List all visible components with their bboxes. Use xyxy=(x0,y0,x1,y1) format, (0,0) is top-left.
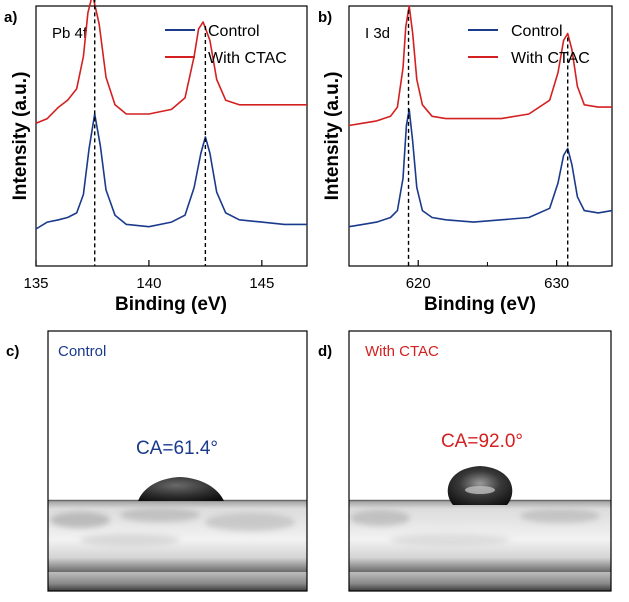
y-axis-label: Intensity (a.u.) xyxy=(10,72,31,201)
series-line-control xyxy=(35,113,307,230)
droplet-image xyxy=(48,331,307,591)
core-level-label: I 3d xyxy=(365,25,390,42)
x-tick-label: 620 xyxy=(406,275,431,292)
series-group xyxy=(35,0,307,230)
series-line-ctac xyxy=(35,0,307,124)
x-tick-label: 135 xyxy=(23,275,48,292)
x-tick-label: 140 xyxy=(136,275,161,292)
droplet-image xyxy=(349,331,611,591)
contact-angle-photo-control: c) Control CA=61.4° xyxy=(6,330,308,592)
panel-label: b) xyxy=(318,9,332,26)
core-level-label: Pb 4f xyxy=(52,25,88,42)
contact-angle-photo-ctac: d) With CTAC CA=92.0° xyxy=(318,330,612,592)
x-axis-label: Binding (eV) xyxy=(115,294,227,315)
series-line-control xyxy=(348,108,613,228)
panel-label: c) xyxy=(6,343,19,360)
y-axis-label: Intensity (a.u.) xyxy=(322,72,343,201)
xps-panel-i3d: b) I 3d 620 630 Binding (eV) Intensity (a… xyxy=(318,5,613,315)
sample-label: Control xyxy=(58,343,106,360)
panel-label: a) xyxy=(4,9,17,26)
x-tick-label: 145 xyxy=(249,275,274,292)
plot-frame xyxy=(348,5,613,267)
x-axis: 135 140 145 xyxy=(23,260,274,292)
x-axis-label: Binding (eV) xyxy=(424,294,536,315)
water-droplet xyxy=(447,466,513,505)
contact-angle-value: CA=61.4° xyxy=(136,438,218,459)
legend-label-ctac: With CTAC xyxy=(511,50,590,67)
peak-markers xyxy=(94,0,207,266)
x-axis: 620 630 xyxy=(348,260,569,292)
panel-label: d) xyxy=(318,343,332,360)
sample-label: With CTAC xyxy=(365,343,439,360)
x-tick-label: 630 xyxy=(544,275,569,292)
peak-markers xyxy=(407,9,569,266)
legend-label-ctac: With CTAC xyxy=(208,50,287,67)
contact-angle-value: CA=92.0° xyxy=(441,431,523,452)
legend: Control With CTAC xyxy=(165,23,287,67)
series-group xyxy=(348,5,613,228)
water-droplet xyxy=(138,477,224,501)
series-line-ctac xyxy=(348,5,612,127)
legend-label-control: Control xyxy=(208,23,260,40)
legend: Control With CTAC xyxy=(468,23,590,67)
plot-frame xyxy=(35,5,308,267)
xps-panel-pb4f: a) Pb 4f 135 140 145 Binding (eV) Intensit… xyxy=(4,0,308,315)
legend-label-control: Control xyxy=(511,23,563,40)
